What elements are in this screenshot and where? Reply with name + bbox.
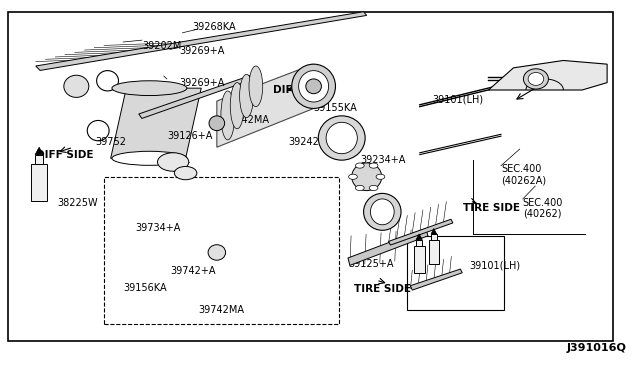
Ellipse shape (364, 193, 401, 230)
Circle shape (355, 185, 364, 190)
Ellipse shape (326, 122, 357, 154)
Ellipse shape (249, 66, 263, 107)
Text: 39269+A: 39269+A (179, 78, 225, 88)
Ellipse shape (64, 75, 89, 97)
Ellipse shape (221, 91, 235, 140)
Text: J391016Q: J391016Q (566, 343, 627, 353)
Ellipse shape (112, 81, 187, 96)
Polygon shape (36, 12, 367, 70)
Polygon shape (410, 269, 462, 290)
Text: 38225W: 38225W (58, 198, 98, 208)
Circle shape (369, 163, 378, 168)
Ellipse shape (239, 74, 253, 118)
Circle shape (355, 163, 364, 168)
Text: (40262): (40262) (523, 209, 561, 219)
Ellipse shape (524, 69, 548, 89)
Polygon shape (111, 88, 201, 158)
Text: 39269+A: 39269+A (179, 46, 225, 56)
Ellipse shape (292, 64, 335, 109)
Text: 39126+A: 39126+A (167, 131, 212, 141)
Circle shape (174, 166, 197, 180)
Text: 39734+A: 39734+A (136, 224, 181, 234)
Ellipse shape (112, 151, 187, 165)
Ellipse shape (528, 73, 544, 86)
Text: 39742MA: 39742MA (198, 305, 244, 315)
Text: 39101(LH): 39101(LH) (432, 94, 483, 104)
Bar (35, 155, 44, 164)
Polygon shape (431, 228, 436, 234)
Text: TIRE SIDE: TIRE SIDE (463, 203, 520, 213)
Text: 39752: 39752 (95, 137, 126, 147)
Polygon shape (35, 147, 44, 155)
Polygon shape (348, 228, 428, 265)
Circle shape (376, 174, 385, 179)
Ellipse shape (208, 245, 225, 260)
Circle shape (369, 185, 378, 190)
Polygon shape (416, 234, 422, 240)
Polygon shape (488, 61, 607, 90)
Text: 39242+A: 39242+A (289, 137, 334, 147)
Text: TIRE SIDE: TIRE SIDE (354, 284, 412, 294)
Ellipse shape (299, 71, 328, 102)
Bar (416, 240, 422, 246)
Circle shape (157, 153, 189, 171)
Ellipse shape (371, 199, 394, 225)
Ellipse shape (209, 116, 225, 131)
Text: 39268KA: 39268KA (192, 22, 236, 32)
Ellipse shape (306, 79, 321, 94)
Polygon shape (139, 75, 254, 118)
Circle shape (349, 174, 357, 179)
Text: 39155KA: 39155KA (314, 103, 357, 113)
Ellipse shape (318, 116, 365, 160)
Text: 39202M: 39202M (142, 41, 181, 51)
Polygon shape (388, 219, 453, 245)
Bar (407, 236, 504, 310)
Text: SEC.400: SEC.400 (523, 198, 563, 208)
Text: DIFF SIDE: DIFF SIDE (36, 150, 93, 160)
Bar (104, 177, 339, 324)
Text: SEC.400: SEC.400 (501, 164, 541, 174)
Ellipse shape (352, 163, 381, 190)
Text: DIFF SIDE: DIFF SIDE (273, 85, 330, 95)
Ellipse shape (230, 83, 244, 129)
Bar (31, 164, 47, 201)
Bar (413, 246, 425, 273)
Text: 39125+A: 39125+A (348, 259, 394, 269)
Bar (431, 234, 436, 240)
Text: 39242MA: 39242MA (223, 115, 269, 125)
Bar (8, 13, 613, 341)
Text: 39156KA: 39156KA (123, 283, 167, 292)
Polygon shape (217, 64, 314, 147)
Text: 39101(LH): 39101(LH) (470, 260, 521, 270)
Text: 39234+A: 39234+A (360, 155, 406, 165)
Bar (429, 240, 438, 263)
Text: 39742+A: 39742+A (170, 266, 216, 276)
Text: (40262A): (40262A) (501, 176, 546, 186)
